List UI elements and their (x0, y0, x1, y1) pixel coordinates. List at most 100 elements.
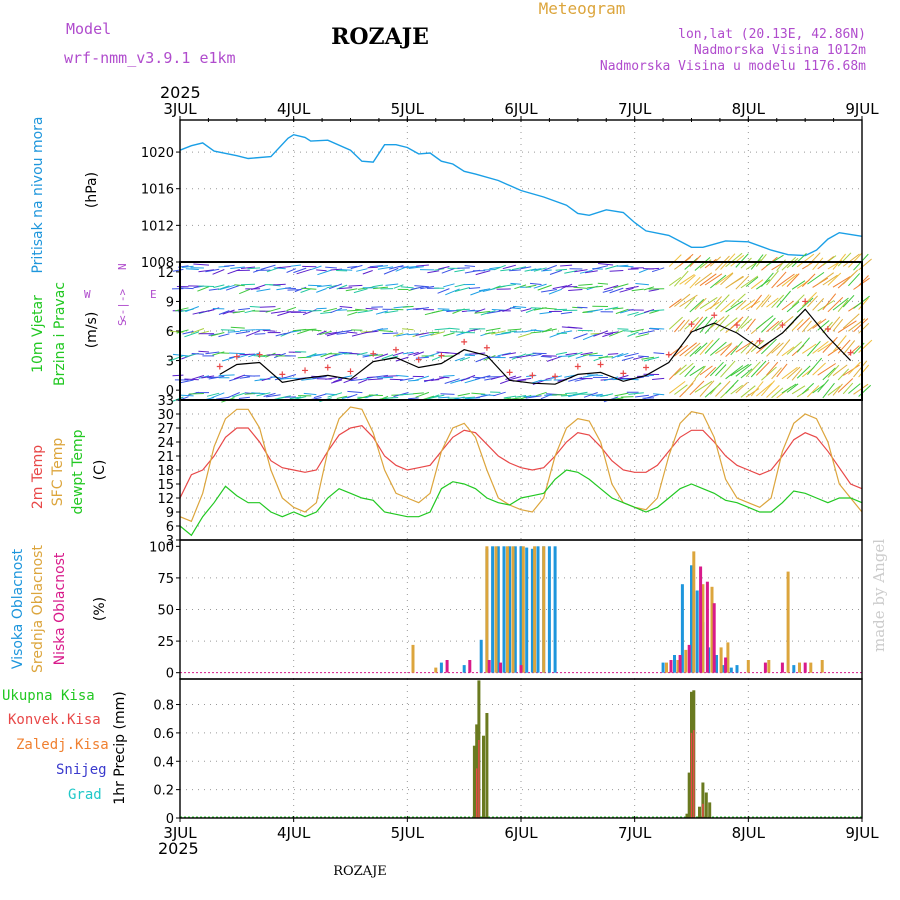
wind-arrow (709, 274, 727, 289)
wind-arrow (169, 355, 184, 362)
wind-arrow (766, 385, 780, 398)
wind-arrow (704, 258, 717, 269)
wind-arrow (807, 385, 820, 398)
x-day-label-bottom: 8JUL (732, 824, 766, 842)
wind-arrow (625, 285, 639, 290)
wind-arrow (771, 342, 784, 354)
wind-arrow (523, 395, 537, 398)
wind-arrow (430, 331, 445, 336)
wind-arrow (668, 254, 682, 267)
wind-arrow (384, 310, 399, 314)
wind-arrow (260, 264, 276, 270)
wind-arrow (848, 383, 861, 394)
wind-arrow (347, 265, 358, 268)
wind-arrow (583, 392, 598, 398)
wind-arrow (408, 397, 419, 400)
wind-arrow (176, 329, 189, 334)
x-day-label-bottom: 5JUL (391, 824, 425, 842)
wind-arrow (679, 319, 690, 332)
wind-gust-marker (552, 373, 559, 380)
wind-arrow (725, 365, 744, 380)
wind-arrow (327, 392, 343, 398)
wind-arrow (350, 264, 363, 270)
wind-arrow (822, 336, 838, 353)
mid-cloud-bar (820, 660, 824, 673)
y-tick-label: 12 (157, 492, 174, 507)
wind-gust-marker (643, 364, 650, 371)
wind-arrow (684, 378, 697, 393)
total-precip-bar (472, 745, 476, 818)
wind-arrow (543, 264, 557, 271)
wind-arrow (505, 375, 517, 380)
wind-arrow (725, 345, 738, 357)
y-tick-label: 18 (157, 464, 174, 479)
wind-arrow (649, 327, 665, 330)
wind-arrow (694, 272, 713, 286)
wind-arrow (720, 343, 732, 356)
wind-arrow (325, 353, 338, 360)
y-tick-label: 0 (166, 384, 174, 399)
meteogram-title: Meteogram (539, 0, 626, 18)
wind-arrow (229, 352, 245, 355)
wind-arrow (501, 330, 516, 334)
wind-arrow (392, 332, 404, 337)
wind-arrow (413, 351, 424, 357)
wind-arrow (807, 340, 821, 357)
low-cloud-bar (445, 660, 449, 673)
wind-arrow (518, 332, 532, 338)
mid-cloud-bar (542, 546, 546, 673)
wind-arrow (454, 357, 465, 362)
wind-arrow (740, 275, 759, 289)
wind-arrow (222, 309, 235, 315)
y-tick-label: 6 (166, 325, 174, 340)
compass-legend: W E <-|-> N S (84, 263, 157, 326)
wind-arrow (560, 311, 573, 315)
wind-arrow (755, 294, 770, 310)
wind-arrow (480, 394, 496, 396)
wind-arrow (240, 283, 256, 286)
wind-arrow (611, 352, 624, 359)
wind-arrow (694, 342, 708, 355)
wind-arrow (689, 298, 705, 313)
wind-arrow (858, 364, 870, 378)
wind-arrow (182, 330, 194, 335)
wind-arrow (219, 284, 235, 290)
wind-arrow (227, 392, 240, 399)
wind-arrow (720, 360, 736, 378)
wind-arrow (822, 293, 837, 311)
wind-arrow (201, 375, 215, 379)
wind-arrow (356, 268, 368, 272)
wind-arrow (240, 266, 256, 269)
wind-arrow (689, 316, 704, 334)
wind-arrow (730, 276, 745, 286)
wind-arrow (832, 318, 844, 332)
wind-arrow (540, 355, 552, 358)
wind-arrow (766, 254, 784, 267)
wind-arrow (270, 376, 281, 379)
wind-arrow (565, 352, 578, 356)
wind-gust-marker (302, 367, 309, 374)
wind-gust-marker (216, 363, 223, 370)
station-title: ROZAJE (331, 24, 429, 50)
wind-arrow (330, 307, 343, 314)
wind-arrow (251, 284, 266, 291)
wind-arrow (347, 393, 358, 399)
wind-arrow (317, 269, 332, 276)
wind-arrow (501, 352, 516, 356)
wind-arrow (807, 271, 825, 285)
wind-arrow (761, 380, 775, 397)
y-tick-label: 3 (166, 355, 174, 370)
wind-arrow (674, 270, 689, 287)
wind-arrow (184, 331, 199, 338)
wind-arrow (303, 392, 317, 396)
wind-arrow (755, 361, 770, 376)
low-cloud-bar (803, 662, 807, 673)
wind-arrow (630, 328, 644, 333)
wind-arrow (551, 375, 563, 379)
wind-arrow (374, 353, 389, 359)
wind-arrow (541, 289, 557, 293)
wind-arrow (210, 332, 225, 337)
wind-gust-marker (256, 351, 263, 358)
wind-arrow (730, 254, 745, 267)
wind-ylabel: 10m Vjetar (30, 295, 46, 373)
